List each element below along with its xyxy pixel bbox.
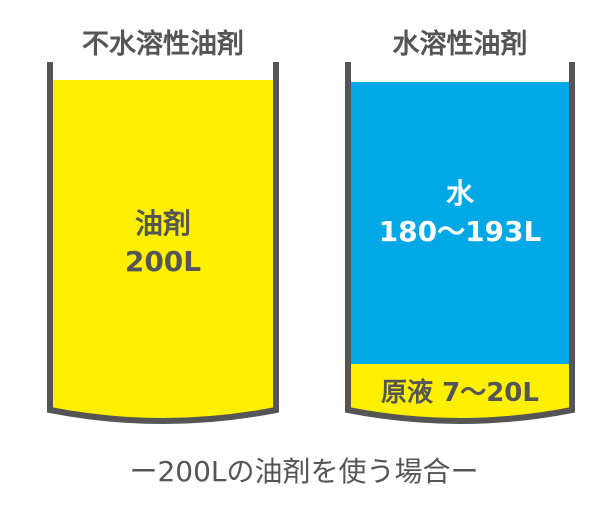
concentrate-label: 原液 7〜20L [381,378,539,408]
left-title: 不水溶性油剤 [82,29,244,60]
right-title: 水溶性油剤 [392,29,528,60]
left-content-label: 油剤 200L [50,205,276,281]
oil-label: 油剤 [134,207,191,240]
caption: ー200Lの油剤を使う場合ー [129,455,479,488]
right-concentrate-fill [348,364,572,421]
left-oil-fill [50,80,276,421]
oil-volume: 200L [124,245,202,278]
left-container-outline [47,62,279,424]
right-container-outline [345,62,575,424]
water-label-group: 水 180〜193L [348,175,572,251]
water-label: 水 [445,177,474,210]
water-volume: 180〜193L [378,215,542,248]
right-water-fill [348,82,572,364]
